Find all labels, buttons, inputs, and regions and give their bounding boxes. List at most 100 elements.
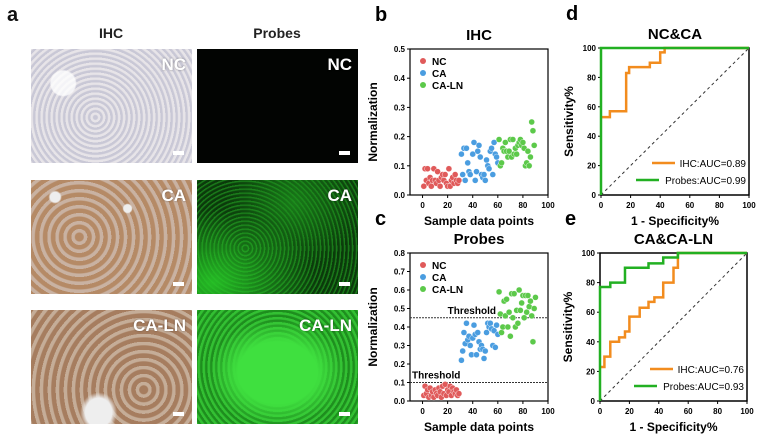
chart-title: IHC [466,27,492,44]
y-tick-label: 100 [582,249,596,258]
data-point-nc [455,390,463,397]
x-tick-label: 40 [654,407,663,416]
panel-label-c: c [375,208,386,230]
scale-bar [173,412,184,416]
reference-diagonal [600,47,750,196]
probe-image-ca: CA [197,180,358,294]
x-axis-label: 1 - Specificity% [629,420,717,434]
x-axis-label: Sample data points [424,214,534,228]
chart-panel-c: c Probes Sample data points Normalization 0 2… [366,208,555,434]
image-tag: NC [327,55,352,74]
x-tick-label: 60 [684,407,693,416]
data-point-ca [480,171,488,178]
data-point-ca-ln [528,312,535,320]
data-point-ca-ln [524,292,532,299]
data-point-ca-ln [531,305,538,312]
data-point-ca [463,145,470,152]
data-point-ca [477,153,484,161]
data-point-ca-ln [509,314,517,321]
y-tick-label: 0.8 [394,249,406,258]
data-point-ca [482,177,489,184]
legend-marker [420,58,426,64]
data-point-ca-ln [518,299,525,307]
plot-frame [409,252,549,402]
data-point-ca-ln [503,296,510,303]
y-axis-label: Normalization [366,82,380,161]
data-point-ca-ln [515,286,523,294]
x-tick-label: 20 [443,201,452,210]
data-point-ca-ln [509,136,517,143]
data-point-ca [487,320,494,327]
data-point-ca-ln [505,309,513,316]
data-point-ca [492,344,499,351]
y-tick-label: 60 [587,103,596,112]
x-axis-label: 1 - Specificity% [631,214,719,228]
y-tick-label: 0.3 [394,342,406,351]
x-tick-label: 40 [468,201,477,210]
x-tick-label: 60 [493,407,502,416]
y-axis-label: Normalization [366,287,380,366]
legend-label: Probes:AUC=0.93 [663,382,744,393]
roc-curve-probes [598,251,747,401]
data-point-ca-ln [528,118,535,126]
legend-marker [420,274,426,280]
chart-title: Probes [454,231,505,248]
data-point-ca-ln [523,309,530,316]
scale-bar [173,282,184,286]
data-point-ca [474,147,481,155]
column-title-ihc: IHC [98,25,124,41]
x-tick-label: 0 [420,201,425,210]
y-tick-label: 0 [592,191,597,200]
ihc-image-nc: NC [31,49,192,163]
probe-image-nc: NC [197,49,358,163]
ihc-image-ca-ln: CA-LN [31,310,192,424]
legend-marker [420,82,426,88]
data-point-ca [463,320,470,327]
y-tick-label: 40 [586,338,595,347]
panel-label-b: b [375,4,387,26]
x-tick-label: 80 [518,201,527,210]
plot-frame [409,48,549,196]
data-point-ca-ln [502,139,509,146]
data-point-ca [480,355,488,362]
x-axis-label: Sample data points [424,420,534,434]
legend-label: CA-LN [432,285,463,296]
data-point-ca [467,342,474,349]
y-tick-label: 0.0 [394,191,406,200]
data-point-ca [458,150,465,158]
image-tag: NC [161,55,186,74]
y-tick-label: 0.5 [394,45,406,54]
legend-label: NC [432,57,446,68]
y-axis-label: Sensitivity% [562,86,576,157]
data-point-ca [482,347,489,355]
x-tick-label: 60 [493,201,502,210]
y-tick-label: 0.4 [394,323,406,332]
roc-curve-ihc [601,46,749,119]
data-point-ca-ln [505,147,513,155]
legend-label: CA [432,69,446,80]
probe-image-ca-ln: CA-LN [197,310,358,424]
chart-title: CA&CA-LN [634,231,713,248]
data-point-ca-ln [527,297,534,305]
x-tick-label: 40 [656,201,665,210]
y-tick-label: 0.3 [394,103,406,112]
data-point-ca-ln [498,159,505,167]
legend-marker [420,70,426,76]
data-point-ca-ln [513,150,520,158]
image-tag: CA [327,186,352,205]
x-tick-label: 20 [625,407,634,416]
legend-label: NC [432,261,446,272]
x-tick-label: 100 [742,201,756,210]
data-point-ca-ln [514,320,522,327]
y-tick-label: 80 [586,279,595,288]
x-tick-label: 0 [599,201,604,210]
data-point-ca-ln [507,333,514,340]
panel-label-e: e [565,208,576,230]
data-point-ca-ln [498,329,505,336]
legend-label: IHC:AUC=0.89 [680,159,747,170]
y-tick-label: 0.4 [394,74,406,83]
x-tick-label: 0 [598,407,603,416]
data-point-ca-ln [504,323,512,331]
data-point-ca [469,150,476,158]
